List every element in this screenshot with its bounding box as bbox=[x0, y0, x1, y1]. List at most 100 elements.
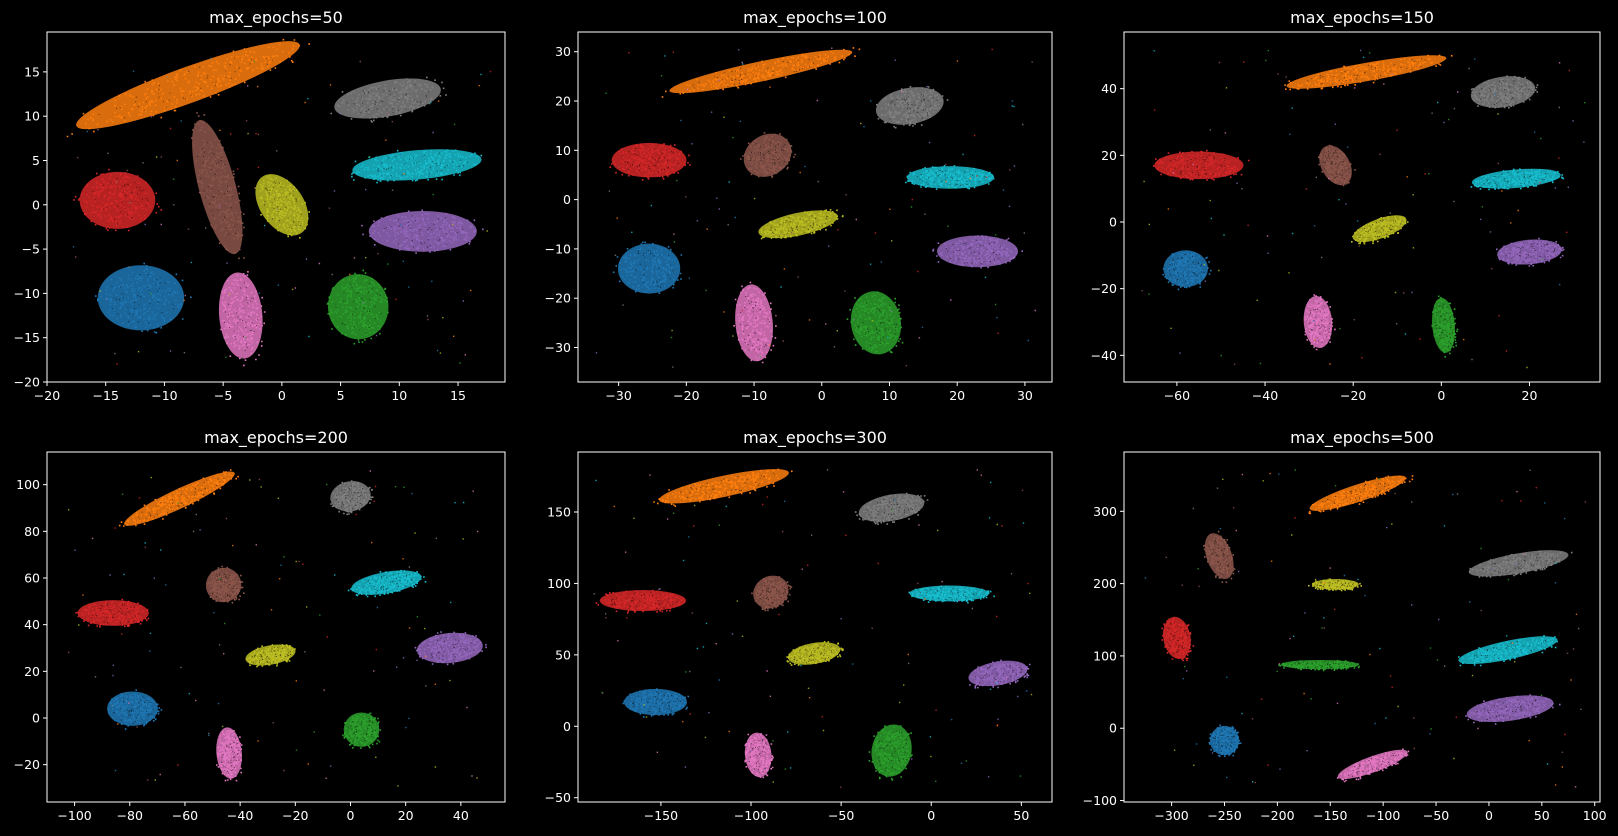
cluster-points bbox=[1304, 294, 1336, 351]
x-tick-label: 20 bbox=[398, 808, 414, 823]
cluster-orange bbox=[1284, 54, 1453, 91]
cluster-texture bbox=[621, 148, 679, 174]
cluster-texture bbox=[1291, 661, 1347, 669]
x-tick-label: 40 bbox=[453, 808, 469, 823]
cluster-green bbox=[342, 712, 382, 749]
cluster-olive bbox=[786, 641, 844, 666]
y-tick-label: 15 bbox=[24, 64, 40, 79]
cluster-olive bbox=[1308, 578, 1362, 592]
x-tick-label: 50 bbox=[1013, 808, 1029, 823]
cluster-cyan bbox=[1458, 635, 1558, 667]
y-tick-label: −30 bbox=[545, 340, 571, 355]
stray-points-pink bbox=[673, 47, 1036, 339]
cluster-olive bbox=[1351, 215, 1409, 245]
cluster-green bbox=[846, 291, 904, 355]
x-tick-label: −30 bbox=[605, 388, 631, 403]
cluster-red bbox=[1161, 616, 1195, 662]
y-tick-label: 300 bbox=[1093, 504, 1117, 519]
stray-points-green bbox=[1184, 469, 1543, 730]
cluster-pink bbox=[733, 281, 777, 364]
stray-points-green bbox=[121, 483, 419, 751]
cluster-texture bbox=[1347, 753, 1400, 778]
cluster-points bbox=[330, 480, 374, 516]
cluster-points bbox=[1458, 635, 1558, 667]
x-tick-label: −10 bbox=[151, 388, 177, 403]
stray-points-blue bbox=[688, 498, 1028, 764]
cluster-olive bbox=[245, 644, 296, 668]
y-tick-label: 80 bbox=[24, 524, 40, 539]
cluster-green bbox=[868, 724, 913, 781]
cluster-points bbox=[622, 688, 690, 718]
stray-points-olive bbox=[1143, 87, 1528, 369]
axes-frame bbox=[46, 451, 506, 803]
x-tick-label: 5 bbox=[337, 388, 345, 403]
x-tick-label: −40 bbox=[227, 808, 253, 823]
y-tick-label: 10 bbox=[24, 109, 40, 124]
y-tick-label: 0 bbox=[563, 192, 571, 207]
cluster-texture bbox=[757, 579, 786, 607]
axes-frame bbox=[577, 31, 1053, 383]
y-tick-label: 30 bbox=[555, 44, 571, 59]
cluster-points bbox=[969, 659, 1031, 689]
y-tick-label: 0 bbox=[1109, 721, 1117, 736]
y-tick-label: 0 bbox=[32, 197, 40, 212]
cluster-core bbox=[758, 210, 838, 239]
x-tick-label: 50 bbox=[1534, 808, 1550, 823]
x-tick-label: 0 bbox=[347, 808, 355, 823]
cluster-texture bbox=[1208, 538, 1230, 575]
subplot-title: max_epochs=500 bbox=[1290, 428, 1434, 448]
cluster-points bbox=[1431, 295, 1459, 358]
cluster-points bbox=[846, 291, 904, 354]
y-tick-label: 20 bbox=[1101, 148, 1117, 163]
y-tick-label: 0 bbox=[563, 719, 571, 734]
cluster-red bbox=[75, 598, 150, 628]
cluster-blue bbox=[95, 262, 192, 334]
cluster-texture bbox=[1167, 622, 1189, 654]
cluster-cyan bbox=[908, 585, 995, 604]
cluster-core bbox=[192, 119, 243, 255]
cluster-points bbox=[868, 725, 913, 781]
x-tick-label: −10 bbox=[741, 388, 767, 403]
cluster-points bbox=[760, 209, 844, 240]
cluster-gray bbox=[1468, 550, 1573, 578]
axes-frame bbox=[1123, 31, 1601, 383]
plot-area bbox=[68, 469, 487, 787]
x-tick-label: −150 bbox=[644, 808, 678, 823]
cluster-points bbox=[1162, 251, 1212, 291]
cluster-points bbox=[908, 585, 995, 604]
subplot-title: max_epochs=300 bbox=[743, 428, 887, 448]
y-tick-label: 40 bbox=[24, 617, 40, 632]
cluster-points bbox=[733, 281, 777, 364]
cluster-purple bbox=[361, 209, 484, 254]
subplot-6: max_epochs=500 −300 −250 −200 −150 −100 −50 0 50… bbox=[1083, 428, 1607, 823]
cluster-texture bbox=[748, 739, 768, 774]
plot-area bbox=[1141, 49, 1586, 369]
axes-frame bbox=[1123, 451, 1601, 803]
x-tick-label: 30 bbox=[1017, 388, 1033, 403]
cluster-core bbox=[875, 87, 944, 125]
cluster-gray bbox=[330, 480, 374, 516]
y-tick-label: −5 bbox=[22, 242, 40, 257]
stray-points-gray bbox=[593, 469, 1013, 673]
x-tick-label: 0 bbox=[818, 388, 826, 403]
cluster-gray bbox=[854, 492, 929, 525]
y-tick-label: 20 bbox=[555, 94, 571, 109]
x-tick-label: −50 bbox=[828, 808, 854, 823]
cluster-points bbox=[1336, 748, 1410, 783]
cluster-pink bbox=[1336, 748, 1410, 783]
cluster-texture bbox=[112, 696, 154, 724]
stray-points-cyan bbox=[123, 501, 465, 695]
stray-points-red bbox=[114, 485, 377, 766]
cluster-gray bbox=[330, 76, 447, 123]
cluster-points bbox=[1161, 618, 1195, 662]
y-tick-label: −20 bbox=[14, 375, 40, 390]
x-tick-label: −100 bbox=[57, 808, 91, 823]
x-tick-label: −20 bbox=[673, 388, 699, 403]
cluster-core bbox=[669, 49, 853, 94]
subplot-title: max_epochs=200 bbox=[204, 428, 348, 448]
cluster-points bbox=[351, 149, 483, 184]
subplot-title: max_epochs=100 bbox=[743, 8, 887, 28]
cluster-orange bbox=[66, 38, 310, 138]
y-tick-label: −15 bbox=[14, 330, 40, 345]
